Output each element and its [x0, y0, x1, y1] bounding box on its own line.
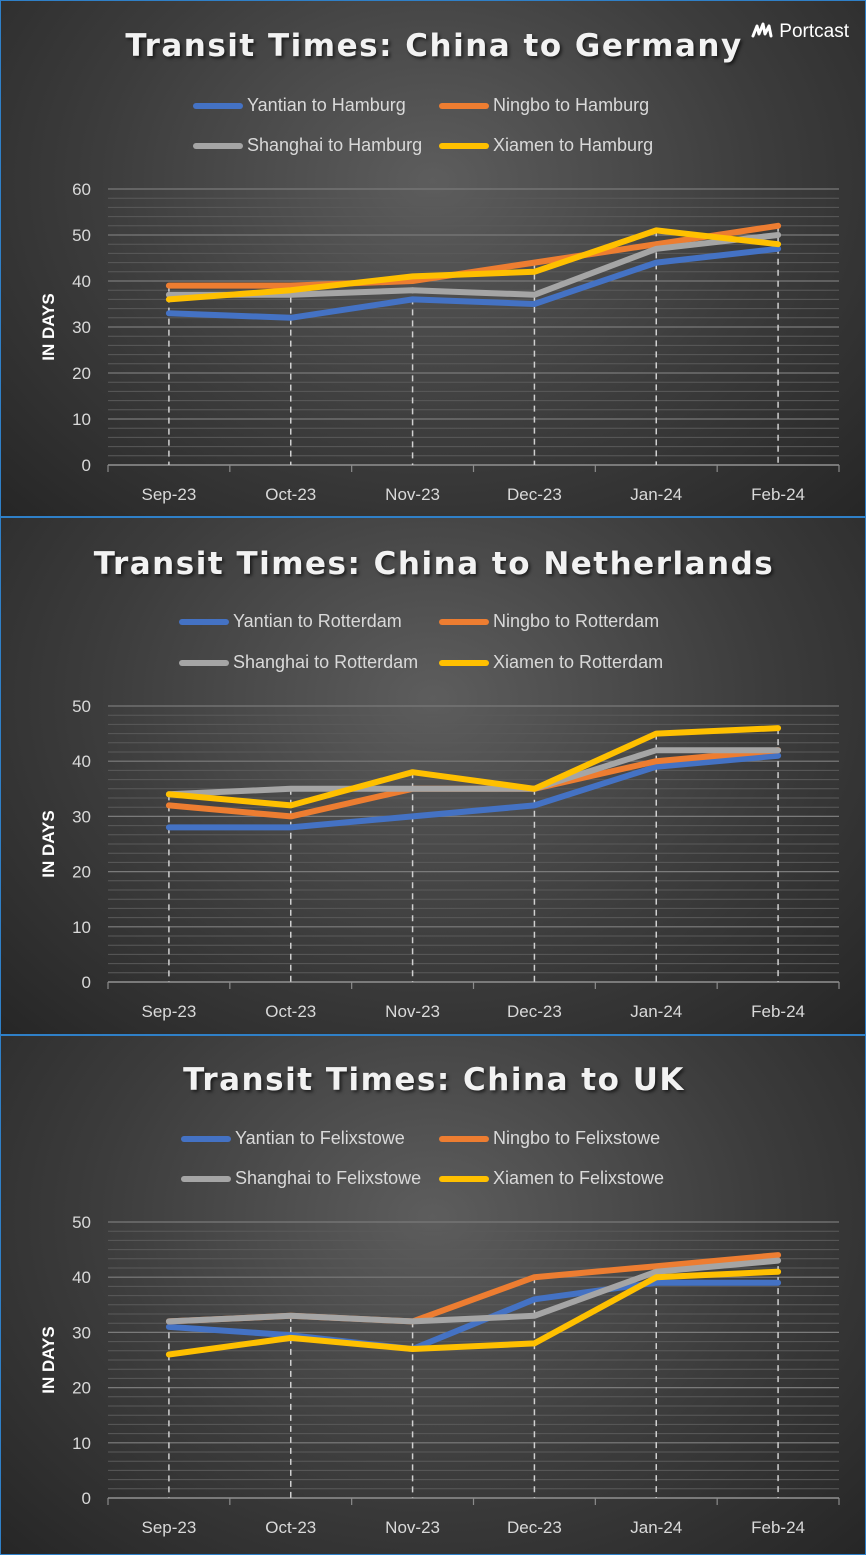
- x-tick-label: Jan-24: [630, 1002, 682, 1021]
- y-tick-label: 40: [72, 1268, 91, 1287]
- y-tick-label: 10: [72, 918, 91, 937]
- chart-panel-uk: Transit Times: China to UK Yantian to Fe…: [0, 1035, 866, 1555]
- chart-title: Transit Times: China to Netherlands: [93, 546, 775, 582]
- legend-swatch: [439, 102, 489, 109]
- line-chart-germany: 0 10 20 30 40 50 60 Sep-23 Oct-23 Nov-23 Dec-23 Jan…: [39, 180, 840, 504]
- x-tick-label: Sep-23: [142, 1002, 197, 1021]
- y-tick-label: 20: [72, 1379, 91, 1398]
- series-line: [165, 725, 782, 809]
- y-tick-label: 0: [82, 973, 91, 992]
- legend-item: Shanghai to Felixstowe: [181, 1168, 421, 1189]
- x-tick-label: Dec-23: [507, 1002, 562, 1021]
- y-tick-label: 0: [82, 1489, 91, 1508]
- legend-swatch: [439, 1175, 489, 1182]
- y-tick-label: 40: [72, 272, 91, 291]
- x-tick-label: Sep-23: [142, 1518, 197, 1537]
- brand-logo: Portcast: [751, 21, 849, 43]
- legend-swatch: [439, 1135, 489, 1142]
- y-tick-label: 0: [82, 456, 91, 475]
- x-tick-label: Dec-23: [507, 1518, 562, 1537]
- legend-label: Ningbo to Hamburg: [493, 95, 650, 115]
- legend-item: Xiamen to Felixstowe: [439, 1168, 664, 1189]
- y-axis-title: IN DAYS: [39, 1326, 58, 1393]
- x-tick-label: Nov-23: [385, 485, 440, 504]
- chart-panel-netherlands: Transit Times: China to Netherlands Yant…: [0, 517, 866, 1035]
- legend-label: Shanghai to Rotterdam: [233, 652, 419, 672]
- legend-swatch: [179, 618, 229, 625]
- x-tick-label: Jan-24: [630, 485, 682, 504]
- legend-label: Yantian to Rotterdam: [233, 611, 402, 631]
- y-tick-label: 60: [72, 180, 91, 199]
- legend-item: Shanghai to Hamburg: [193, 135, 422, 156]
- y-axis-title: IN DAYS: [39, 810, 58, 877]
- series-line: [165, 1252, 782, 1325]
- legend-item: Yantian to Rotterdam: [179, 611, 402, 632]
- y-tick-label: 50: [72, 1213, 91, 1232]
- legend-item: Ningbo to Rotterdam: [439, 611, 659, 632]
- legend-swatch: [179, 659, 229, 666]
- legend-label: Xiamen to Felixstowe: [493, 1168, 665, 1188]
- y-tick-label: 50: [72, 697, 91, 716]
- legend-swatch: [181, 1135, 231, 1142]
- legend-item: Yantian to Felixstowe: [181, 1128, 405, 1149]
- y-tick-label: 10: [72, 1434, 91, 1453]
- series-line: [165, 747, 782, 798]
- legend-swatch: [193, 102, 243, 109]
- legend-item: Shanghai to Rotterdam: [179, 652, 418, 673]
- legend-item: Ningbo to Hamburg: [439, 95, 649, 116]
- line-chart-netherlands: 0 10 20 30 40 50 Sep-23 Oct-23 Nov-23 Dec-23 Jan-2…: [39, 697, 840, 1021]
- portcast-logo-icon: [751, 22, 773, 38]
- legend-swatch: [439, 659, 489, 666]
- y-tick-label: 20: [72, 364, 91, 383]
- x-tick-label: Feb-24: [751, 485, 805, 504]
- y-tick-label: 40: [72, 752, 91, 771]
- x-tick-label: Feb-24: [751, 1002, 805, 1021]
- brand-name: Portcast: [779, 21, 849, 42]
- legend-label: Yantian to Hamburg: [247, 95, 406, 115]
- legend-label: Ningbo to Felixstowe: [493, 1128, 661, 1148]
- chart-panel-germany: Transit Times: China to Germany Portcast…: [0, 0, 866, 517]
- legend-label: Yantian to Felixstowe: [235, 1128, 405, 1148]
- series-line: [165, 1268, 782, 1358]
- legend-swatch: [193, 142, 243, 149]
- y-tick-label: 10: [72, 410, 91, 429]
- y-tick-label: 20: [72, 863, 91, 882]
- chart-title: Transit Times: China to Germany: [125, 28, 743, 64]
- series-line: [165, 752, 782, 831]
- legend-swatch: [439, 618, 489, 625]
- legend-item: Xiamen to Rotterdam: [439, 652, 663, 673]
- x-tick-label: Nov-23: [385, 1002, 440, 1021]
- legend-label: Xiamen to Rotterdam: [493, 652, 664, 672]
- series-line: [165, 245, 782, 321]
- y-tick-label: 50: [72, 226, 91, 245]
- y-axis-title: IN DAYS: [39, 293, 58, 360]
- legend-label: Xiamen to Hamburg: [493, 135, 654, 155]
- legend-item: Ningbo to Felixstowe: [439, 1128, 660, 1149]
- legend-item: Xiamen to Hamburg: [439, 135, 653, 156]
- x-tick-label: Oct-23: [265, 1518, 316, 1537]
- series-line: [165, 1279, 782, 1352]
- line-chart-uk: 0 10 20 30 40 50 Sep-23 Oct-23 Nov-23 Dec-23 Jan-2…: [39, 1213, 840, 1537]
- chart-title: Transit Times: China to UK: [183, 1062, 685, 1098]
- series-line: [165, 1257, 782, 1325]
- x-tick-label: Oct-23: [265, 1002, 316, 1021]
- x-tick-label: Sep-23: [142, 485, 197, 504]
- y-tick-label: 30: [72, 1323, 91, 1342]
- y-tick-label: 30: [72, 807, 91, 826]
- series-line: [165, 232, 782, 298]
- y-tick-label: 30: [72, 318, 91, 337]
- x-tick-label: Dec-23: [507, 485, 562, 504]
- x-tick-label: Nov-23: [385, 1518, 440, 1537]
- legend-label: Shanghai to Hamburg: [247, 135, 423, 155]
- legend-swatch: [181, 1175, 231, 1182]
- legend-label: Shanghai to Felixstowe: [235, 1168, 422, 1188]
- legend-swatch: [439, 142, 489, 149]
- x-tick-label: Jan-24: [630, 1518, 682, 1537]
- legend-item: Yantian to Hamburg: [193, 95, 406, 116]
- legend-label: Ningbo to Rotterdam: [493, 611, 660, 631]
- x-tick-label: Oct-23: [265, 485, 316, 504]
- series-line: [165, 227, 782, 303]
- x-tick-label: Feb-24: [751, 1518, 805, 1537]
